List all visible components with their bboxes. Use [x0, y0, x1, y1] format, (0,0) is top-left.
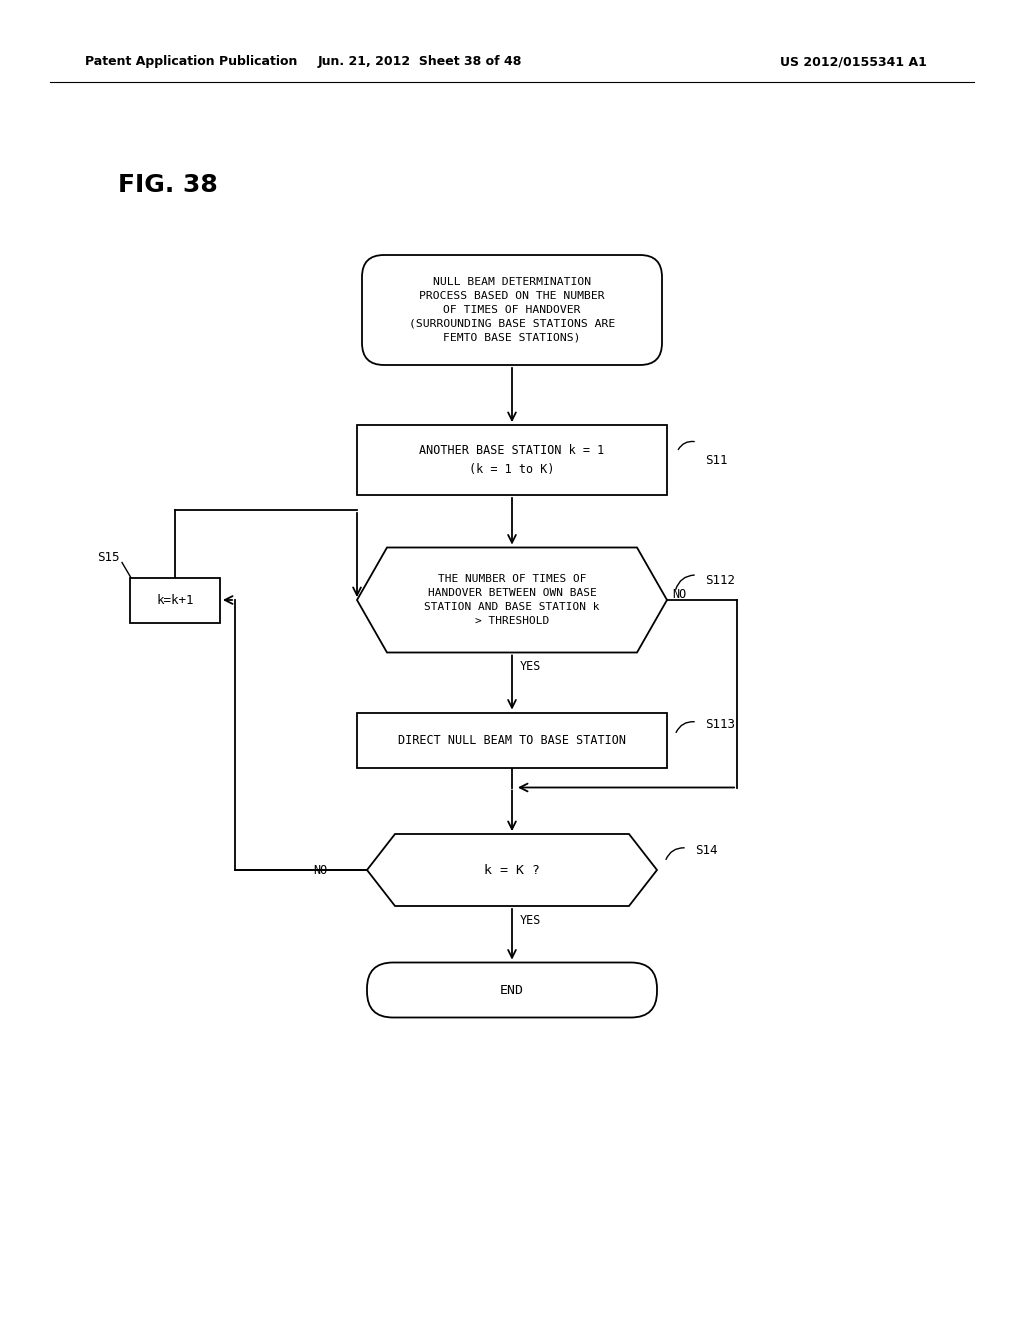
Text: S112: S112: [705, 573, 735, 586]
Text: THE NUMBER OF TIMES OF
HANDOVER BETWEEN OWN BASE
STATION AND BASE STATION k
> TH: THE NUMBER OF TIMES OF HANDOVER BETWEEN …: [424, 574, 600, 626]
Polygon shape: [367, 834, 657, 906]
Text: YES: YES: [520, 913, 542, 927]
Bar: [130, 578, 220, 623]
Text: END: END: [500, 983, 524, 997]
Text: DIRECT NULL BEAM TO BASE STATION: DIRECT NULL BEAM TO BASE STATION: [398, 734, 626, 747]
Text: YES: YES: [520, 660, 542, 673]
Text: S113: S113: [705, 718, 735, 730]
Text: NO: NO: [312, 863, 327, 876]
Text: Jun. 21, 2012  Sheet 38 of 48: Jun. 21, 2012 Sheet 38 of 48: [317, 55, 522, 69]
Text: k = K ?: k = K ?: [484, 863, 540, 876]
Text: Patent Application Publication: Patent Application Publication: [85, 55, 297, 69]
Text: US 2012/0155341 A1: US 2012/0155341 A1: [780, 55, 927, 69]
Text: k=k+1: k=k+1: [157, 594, 194, 606]
Text: S14: S14: [695, 843, 718, 857]
Text: NULL BEAM DETERMINATION
PROCESS BASED ON THE NUMBER
OF TIMES OF HANDOVER
(SURROU: NULL BEAM DETERMINATION PROCESS BASED ON…: [409, 277, 615, 343]
FancyBboxPatch shape: [362, 255, 662, 366]
Bar: [357, 713, 667, 767]
Text: S15: S15: [97, 550, 120, 564]
FancyBboxPatch shape: [367, 962, 657, 1018]
Bar: [357, 425, 667, 495]
Text: FIG. 38: FIG. 38: [118, 173, 218, 197]
Polygon shape: [357, 548, 667, 652]
Text: NO: NO: [672, 589, 686, 602]
Text: S11: S11: [705, 454, 727, 466]
Text: ANOTHER BASE STATION k = 1
(k = 1 to K): ANOTHER BASE STATION k = 1 (k = 1 to K): [420, 445, 604, 475]
